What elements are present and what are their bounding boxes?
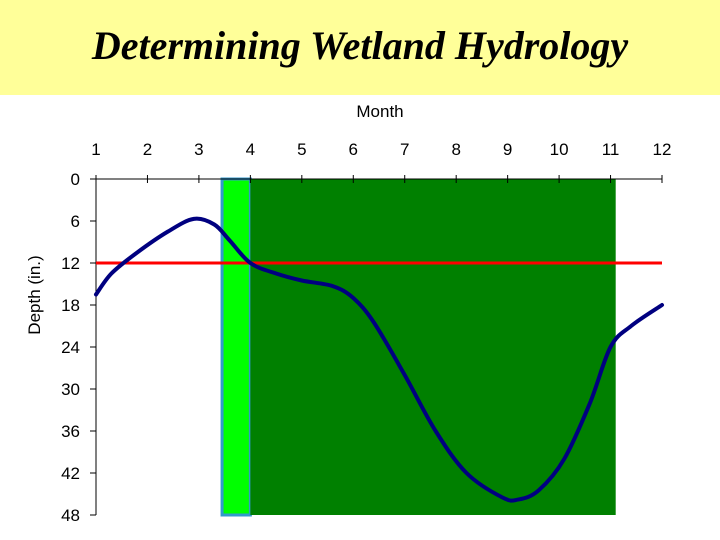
x-tick-label-7: 7 xyxy=(400,140,409,159)
y-tick-label-18: 18 xyxy=(61,296,80,315)
x-tick-label-9: 9 xyxy=(503,140,512,159)
axes-layer xyxy=(90,175,663,516)
page-title: Determining Wetland Hydrology xyxy=(91,23,629,68)
x-tick-label-4: 4 xyxy=(246,140,255,159)
labels-layer: Month Depth (in.) 1 2 3 4 5 6 7 8 9 10 11 120612182… xyxy=(25,102,671,525)
x-tick-label-8: 8 xyxy=(451,140,460,159)
x-tick-label-2: 2 xyxy=(143,140,152,159)
x-tick-label-1: 1 xyxy=(91,140,100,159)
y-tick-label-12: 12 xyxy=(61,254,80,273)
y-tick-label-6: 6 xyxy=(71,212,80,231)
x-tick-label-3: 3 xyxy=(194,140,203,159)
y-tick-label-36: 36 xyxy=(61,422,80,441)
y-tick-label-48: 48 xyxy=(61,506,80,525)
x-tick-label-12: 12 xyxy=(653,140,672,159)
x-axis-title: Month xyxy=(356,102,403,121)
title-banner xyxy=(0,0,720,95)
series-line-1 xyxy=(94,216,664,503)
y-tick-label-0: 0 xyxy=(71,170,80,189)
hydrology-chart: Month Depth (in.) 1 2 3 4 5 6 7 8 9 10 11 120612182… xyxy=(25,102,671,525)
band-2 xyxy=(250,179,616,515)
x-tick-label-6: 6 xyxy=(349,140,358,159)
chart-area: Month Depth (in.) 1 2 3 4 5 6 7 8 9 10 11 12 0 6 12 18 2… xyxy=(0,95,720,540)
series-layer xyxy=(94,216,664,503)
y-tick-label-30: 30 xyxy=(61,380,80,399)
y-tick-label-24: 24 xyxy=(61,338,80,357)
y-tick-label-42: 42 xyxy=(61,464,80,483)
x-tick-label-5: 5 xyxy=(297,140,306,159)
y-axis-title: Depth (in.) xyxy=(25,255,44,334)
band-1 xyxy=(220,177,252,517)
bands-layer xyxy=(220,177,616,517)
x-tick-label-11: 11 xyxy=(602,140,620,159)
x-tick-label-10: 10 xyxy=(550,140,569,159)
